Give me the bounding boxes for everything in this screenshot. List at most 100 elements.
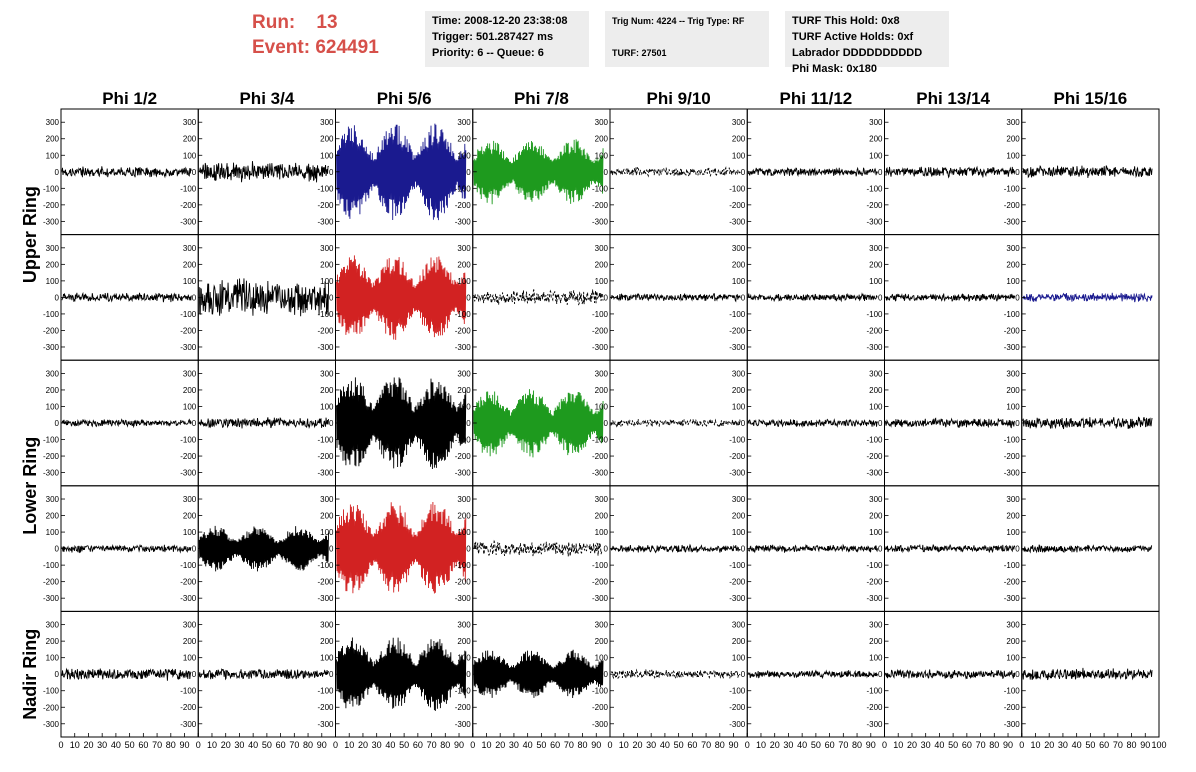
y-tick-label: 300 <box>46 621 60 630</box>
y-tick-label: -200 <box>180 201 197 210</box>
y-tick-label: 100 <box>595 151 609 160</box>
waveform-panel <box>60 610 199 738</box>
y-tick-label: -300 <box>729 469 746 478</box>
y-tick-label: -100 <box>1004 687 1021 696</box>
y-tick-label: -100 <box>592 184 609 193</box>
x-tick-label: 40 <box>934 740 944 750</box>
y-tick-label: 0 <box>604 293 609 302</box>
waveform-panel: -300 -200 -100 0 100 200 300 <box>729 359 885 487</box>
waveform-panel: -300 -200 -100 0 100 200 300 <box>592 610 748 738</box>
x-tick-label: 40 <box>523 740 533 750</box>
y-tick-label: 300 <box>869 118 883 127</box>
x-tick-label: 70 <box>1113 740 1123 750</box>
y-tick-label: 100 <box>595 277 609 286</box>
y-tick-label: 100 <box>183 402 197 411</box>
y-tick-label: -200 <box>455 326 472 335</box>
y-tick-label: 0 <box>55 670 60 679</box>
waveform-trace <box>885 165 1016 179</box>
y-tick-label: -300 <box>592 217 609 226</box>
y-tick-label: 0 <box>878 419 883 428</box>
waveform-trace <box>747 292 878 303</box>
y-tick-label: -200 <box>455 452 472 461</box>
y-tick-label: 200 <box>869 135 883 144</box>
x-tick-label: 0 <box>745 740 750 750</box>
y-tick-label: -300 <box>729 720 746 729</box>
y-tick-label: -200 <box>592 452 609 461</box>
y-tick-label: 300 <box>320 495 334 504</box>
x-tick-label: 40 <box>385 740 395 750</box>
ring-label: Upper Ring <box>20 186 40 283</box>
y-tick-label: -200 <box>592 703 609 712</box>
y-tick-label: 200 <box>457 260 471 269</box>
y-tick-label: -300 <box>180 594 197 603</box>
column-label: Phi 15/16 <box>1054 89 1128 108</box>
x-tick-label: 70 <box>289 740 299 750</box>
time-info-box: Time: 2008-12-20 23:38:08 Trigger: 501.2… <box>425 11 589 67</box>
y-tick-label: 0 <box>466 545 471 554</box>
y-tick-label: -300 <box>455 469 472 478</box>
y-tick-label: -300 <box>592 469 609 478</box>
y-tick-label: 0 <box>1015 293 1020 302</box>
y-tick-label: -200 <box>317 201 334 210</box>
x-tick-label: 10 <box>207 740 217 750</box>
column-label: Phi 3/4 <box>239 89 294 108</box>
y-tick-label: 200 <box>595 386 609 395</box>
waveform-trace <box>1022 544 1153 554</box>
y-tick-label: 300 <box>1006 621 1020 630</box>
x-tick-label: 60 <box>276 740 286 750</box>
y-tick-label: 200 <box>183 260 197 269</box>
x-tick-label: 70 <box>976 740 986 750</box>
x-tick-label: 90 <box>1003 740 1013 750</box>
x-tick-label: 0 <box>196 740 201 750</box>
y-tick-label: -300 <box>180 343 197 352</box>
y-tick-label: 200 <box>46 135 60 144</box>
y-tick-label: -100 <box>729 687 746 696</box>
x-tick-label: 80 <box>1127 740 1137 750</box>
y-tick-label: 300 <box>183 621 197 630</box>
waveform-panel: -300 -200 -100 0 100 200 300 <box>866 359 1023 487</box>
waveform-panel: -300 -200 -100 0 100 200 300 <box>317 610 474 738</box>
y-tick-label: -200 <box>43 326 60 335</box>
y-tick-label: -300 <box>866 720 883 729</box>
waveform-trace <box>336 255 467 340</box>
waveform-panel: -300 -200 -100 0 100 200 300 <box>1004 108 1160 236</box>
x-tick-label: 70 <box>427 740 437 750</box>
y-tick-label: -100 <box>180 436 197 445</box>
y-tick-label: -300 <box>317 594 334 603</box>
waveform-panel: -300 -200 -100 0 100 200 300 <box>866 108 1023 236</box>
y-tick-label: -200 <box>866 326 883 335</box>
y-tick-label: 100 <box>183 151 197 160</box>
y-tick-label: 0 <box>1015 545 1020 554</box>
y-tick-label: 0 <box>192 545 197 554</box>
waveform-panel: -300 -200 -100 0 100 200 300 <box>866 610 1023 738</box>
y-tick-label: 0 <box>192 419 197 428</box>
y-tick-label: 0 <box>1015 168 1020 177</box>
y-tick-label: 200 <box>457 512 471 521</box>
turf-line: TURF: 27501 <box>612 48 667 58</box>
x-tick-label: 0 <box>470 740 475 750</box>
y-tick-label: 300 <box>869 495 883 504</box>
x-tick-label: 10 <box>1030 740 1040 750</box>
y-tick-label: -100 <box>317 436 334 445</box>
y-tick-label: -100 <box>43 687 60 696</box>
y-tick-label: 100 <box>457 528 471 537</box>
y-tick-label: -200 <box>592 578 609 587</box>
x-tick-label: 90 <box>1140 740 1150 750</box>
y-tick-label: 300 <box>869 244 883 253</box>
y-tick-label: 200 <box>1006 512 1020 521</box>
x-tick-label: 50 <box>399 740 409 750</box>
waveform-trace <box>1022 667 1153 681</box>
y-tick-label: -300 <box>317 343 334 352</box>
labrador-line: Labrador DDDDDDDDDD <box>792 47 923 59</box>
y-tick-label: -100 <box>43 561 60 570</box>
waveform-panel <box>60 234 199 361</box>
y-tick-label: 0 <box>604 168 609 177</box>
waveform-panel: -300 -200 -100 0 100 200 300 <box>180 485 336 612</box>
x-tick-label: 80 <box>715 740 725 750</box>
y-tick-label: 200 <box>320 260 334 269</box>
waveform-panel: -300 -200 -100 0 100 200 300 <box>866 234 1023 361</box>
y-tick-label: 300 <box>1006 495 1020 504</box>
y-tick-label: 0 <box>604 670 609 679</box>
x-tick-label: 100 <box>1151 740 1166 750</box>
y-tick-label: 100 <box>457 277 471 286</box>
